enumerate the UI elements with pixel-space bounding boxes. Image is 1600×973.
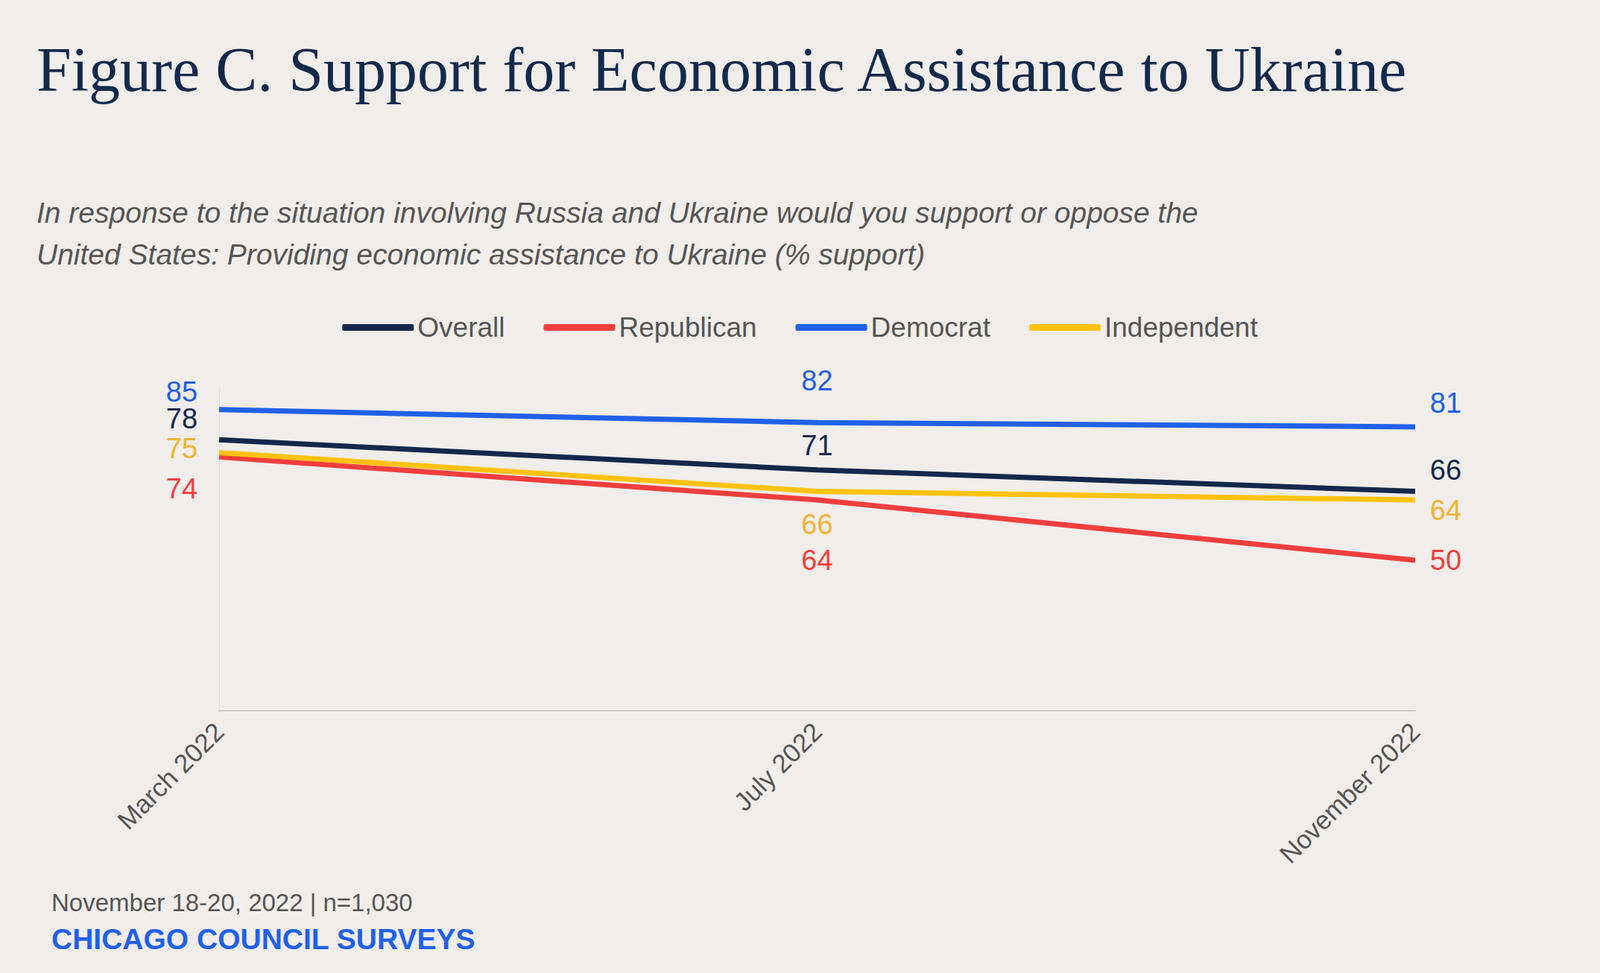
svg-text:Figure C. Support for Economic: Figure C. Support for Economic Assistanc… [36,35,1407,105]
svg-text:64: 64 [1430,494,1462,527]
svg-text:United States: Providing econo: United States: Providing economic assist… [36,238,925,271]
svg-text:CHICAGO COUNCIL SURVEYS: CHICAGO COUNCIL SURVEYS [51,923,475,956]
svg-text:Republican: Republican [618,312,757,343]
svg-text:50: 50 [1430,544,1462,577]
svg-text:November 18-20, 2022 | n=1,030: November 18-20, 2022 | n=1,030 [51,889,413,917]
svg-text:82: 82 [801,365,833,397]
svg-text:In response to the situation i: In response to the situation involving R… [36,196,1207,229]
svg-text:81: 81 [1430,387,1462,419]
svg-text:November 2022: November 2022 [1273,716,1426,869]
svg-text:64: 64 [801,544,833,577]
svg-text:66: 66 [801,508,833,541]
svg-text:Overall: Overall [417,312,505,343]
svg-text:March 2022: March 2022 [111,716,230,835]
svg-text:71: 71 [801,429,833,462]
svg-text:July 2022: July 2022 [728,716,828,817]
svg-text:75: 75 [166,432,198,465]
svg-text:66: 66 [1430,454,1462,486]
svg-text:Independent: Independent [1104,312,1258,343]
svg-text:85: 85 [166,376,198,408]
svg-text:78: 78 [166,403,198,435]
svg-text:74: 74 [166,473,198,505]
svg-text:Democrat: Democrat [871,312,992,343]
